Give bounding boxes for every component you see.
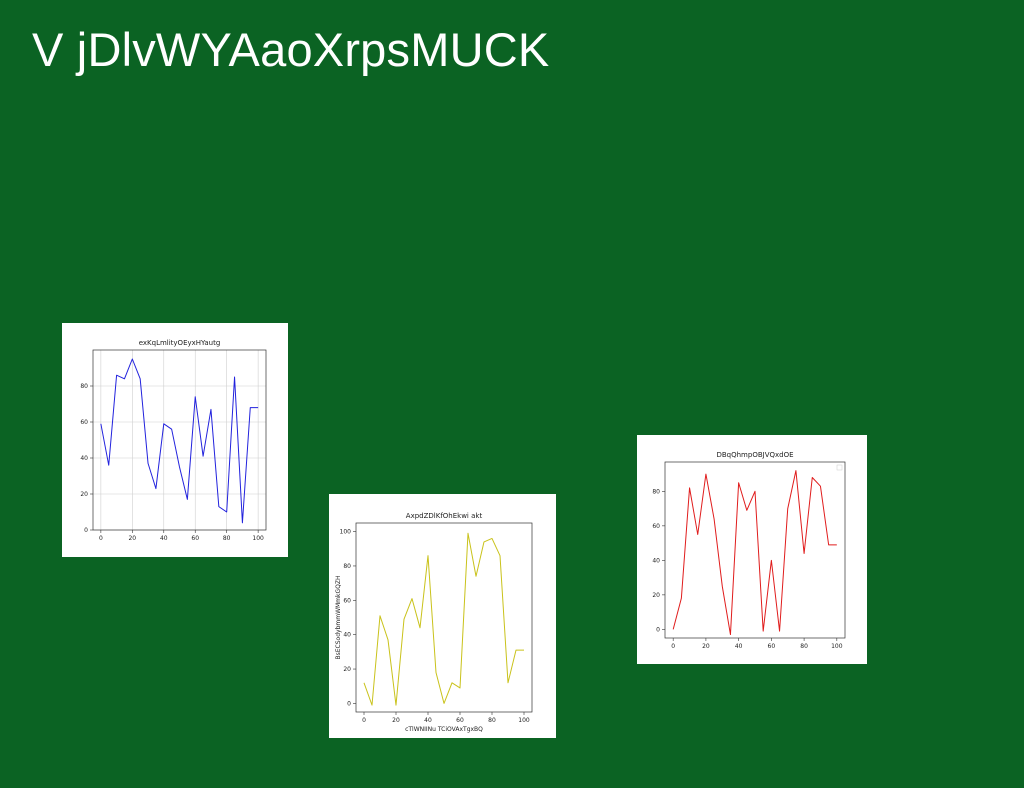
x-tick-label: 100 [831, 643, 843, 650]
x-tick-label: 20 [702, 643, 710, 650]
y-tick-label: 80 [652, 488, 660, 495]
x-tick-label: 80 [488, 717, 496, 724]
slide-title: V jDlvWYAaoXrpsMUCK [32, 23, 550, 76]
plot-frame [355, 522, 533, 713]
y-tick-label: 20 [652, 592, 660, 599]
y-tick-label: 100 [340, 529, 352, 536]
series-line [100, 358, 259, 524]
y-tick-label: 60 [343, 597, 351, 604]
x-tick-label: 60 [768, 643, 776, 650]
chart-2: 0 20 40 60 80 100 0 20 40 60 80 100 AxpdZDlKfOhEkwi … [329, 494, 556, 738]
y-tick-label: 0 [347, 700, 351, 707]
y-tick-label: 20 [343, 666, 351, 673]
x-tick-label: 60 [456, 717, 464, 724]
x-tick-label: 60 [191, 535, 199, 542]
chart-1-svg: 0 20 40 60 80 100 0 20 40 60 80 exKqLmlityOEyxHYaut… [80, 339, 267, 542]
y-tick-label: 0 [656, 626, 660, 633]
chart-title: AxpdZDlKfOhEkwi akt [406, 512, 483, 520]
x-tick-label: 40 [735, 643, 743, 650]
y-tick-label: 60 [652, 523, 660, 530]
chart-title: DBqQhmpOBJVQxdOE [716, 451, 793, 459]
x-axis-label: cTlWNIINu TCiOVAxTgxBQ [405, 726, 483, 733]
x-tick-label: 40 [424, 717, 432, 724]
x-tick-label: 0 [362, 717, 366, 724]
series-line [672, 470, 837, 636]
chart-3-svg: 0 20 40 60 80 100 0 20 40 60 80 DBqQhmpOBJVQxdOE [652, 451, 846, 650]
plot-frame [92, 349, 267, 531]
x-tick-label: 0 [671, 643, 675, 650]
y-tick-label: 40 [80, 455, 88, 462]
legend-box [836, 464, 843, 471]
y-tick-label: 80 [343, 563, 351, 570]
x-tick-label: 100 [252, 535, 264, 542]
x-tick-label: 80 [800, 643, 808, 650]
x-tick-label: 80 [223, 535, 231, 542]
y-tick-label: 40 [652, 557, 660, 564]
chart-1: 0 20 40 60 80 100 0 20 40 60 80 exKqLmlityOEyxHYaut… [62, 323, 288, 557]
series-line [363, 532, 524, 706]
y-axis-label: BsECSodybmmWMmkGQZH [335, 576, 342, 660]
y-tick-label: 0 [84, 527, 88, 534]
x-tick-label: 0 [99, 535, 103, 542]
plot-frame [664, 461, 846, 639]
x-tick-label: 40 [160, 535, 168, 542]
y-tick-label: 20 [80, 491, 88, 498]
x-tick-label: 20 [392, 717, 400, 724]
y-tick-label: 40 [343, 632, 351, 639]
y-tick-label: 80 [80, 383, 88, 390]
y-tick-label: 60 [80, 419, 88, 426]
x-tick-label: 20 [128, 535, 136, 542]
chart-3: 0 20 40 60 80 100 0 20 40 60 80 DBqQhmpOBJVQxdOE [637, 435, 867, 664]
chart-2-svg: 0 20 40 60 80 100 0 20 40 60 80 100 AxpdZDlKfOhEkwi … [335, 512, 533, 733]
chart-title: exKqLmlityOEyxHYautg [139, 339, 221, 347]
x-tick-label: 100 [518, 717, 530, 724]
